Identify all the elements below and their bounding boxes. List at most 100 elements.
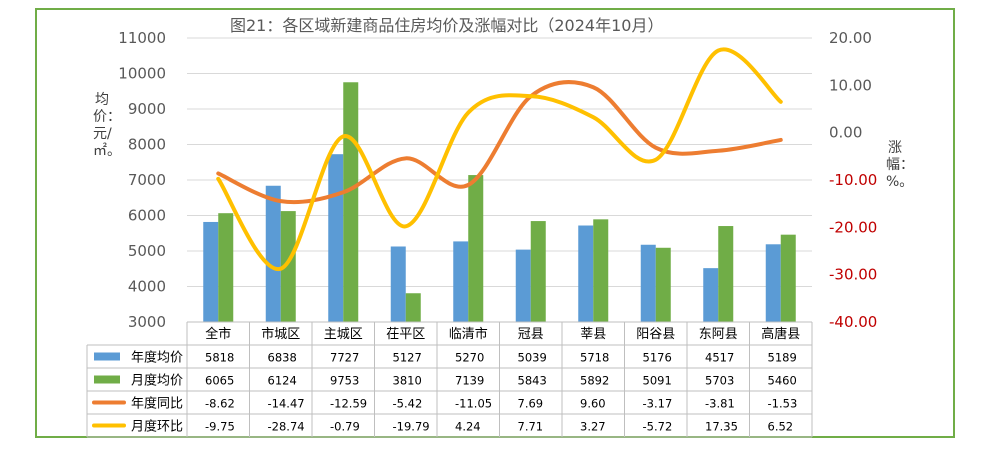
data-label: 5718 — [580, 351, 609, 365]
data-label: -3.81 — [705, 397, 735, 411]
data-label: 7.71 — [518, 420, 544, 434]
bar-monthly — [280, 211, 296, 322]
line-series — [216, 47, 783, 271]
data-label: 5189 — [768, 351, 797, 365]
bar-annual — [265, 185, 281, 322]
y-axis-left-ticks: 3000 4000 5000 6000 7000 8000 9000 10000 11000 — [118, 29, 166, 331]
y-tick-left-label: 5000 — [128, 242, 166, 260]
data-label: 5892 — [580, 374, 609, 388]
y-tick-left-label: 10000 — [118, 65, 166, 83]
x-tick-label: 全市 — [205, 326, 231, 342]
data-label: 6838 — [268, 351, 297, 365]
data-label: 3.27 — [580, 420, 606, 434]
bar-monthly — [468, 175, 484, 322]
data-label: -14.47 — [268, 397, 305, 411]
line-yoy — [216, 80, 783, 205]
data-label: -8.62 — [205, 397, 235, 411]
chart-title: 图21：各区域新建商品住房均价及涨幅对比（2024年10月） — [230, 16, 664, 35]
y-tick-left-label: 8000 — [128, 136, 166, 154]
data-label: -5.72 — [643, 420, 673, 434]
data-label: 7139 — [455, 374, 484, 388]
legend-entry: 月度均价 — [131, 373, 183, 389]
data-label: -12.59 — [330, 397, 367, 411]
data-label: -19.79 — [393, 420, 430, 434]
x-tick-label: 临清市 — [449, 326, 488, 342]
x-tick-label: 高唐县 — [761, 326, 800, 342]
data-label: 6124 — [268, 374, 297, 388]
y-tick-left-label: 11000 — [118, 29, 166, 47]
y-tick-right-label: 20.00 — [829, 29, 872, 47]
y-tick-left-label: 4000 — [128, 278, 166, 296]
legend-entry: 年度均价 — [131, 350, 183, 366]
y-tick-left-label: 7000 — [128, 171, 166, 189]
data-label: 5039 — [518, 351, 547, 365]
y-tick-right-label: -10.00 — [829, 171, 877, 189]
bar-monthly — [530, 221, 546, 322]
bar-annual — [640, 244, 656, 322]
data-label: 17.35 — [705, 420, 738, 434]
bar-annual — [203, 221, 219, 322]
bar-monthly — [218, 213, 234, 322]
y-tick-right-label: -20.00 — [829, 218, 877, 236]
data-label: 5818 — [205, 351, 234, 365]
data-label: 7.69 — [518, 397, 544, 411]
y-tick-right-label: 0.00 — [829, 124, 862, 142]
data-label: 5176 — [643, 351, 672, 365]
x-tick-label: 冠县 — [518, 327, 544, 342]
x-tick-label: 茌平区 — [386, 327, 425, 342]
line-mom — [216, 47, 783, 271]
data-label: 6065 — [205, 374, 234, 388]
bar-monthly — [718, 226, 734, 322]
data-label: 5843 — [518, 374, 547, 388]
y-tick-left-label: 9000 — [128, 100, 166, 118]
x-tick-label: 主城区 — [324, 327, 363, 342]
legend-entry: 年度同比 — [131, 396, 183, 412]
y-tick-left-label: 3000 — [128, 313, 166, 331]
bar-monthly — [780, 234, 796, 322]
data-label: 4.24 — [455, 420, 481, 434]
legend-swatch — [94, 375, 120, 384]
data-label: -28.74 — [268, 420, 305, 434]
data-label: -3.17 — [643, 397, 673, 411]
x-tick-label: 阳谷县 — [636, 327, 675, 342]
y-tick-left-label: 6000 — [128, 207, 166, 225]
bar-monthly — [405, 293, 421, 322]
data-label: 9.60 — [580, 397, 606, 411]
x-tick-label: 市城区 — [261, 326, 300, 342]
bar-annual — [765, 244, 781, 322]
bar-annual — [453, 241, 469, 322]
data-label: 7727 — [330, 351, 359, 365]
data-label: 4517 — [705, 351, 734, 365]
data-label: 5460 — [768, 374, 797, 388]
data-label: -5.42 — [393, 397, 423, 411]
data-label: 5270 — [455, 351, 484, 365]
y-tick-right-label: 10.00 — [829, 76, 872, 94]
bar-annual — [328, 154, 344, 322]
bar-monthly — [655, 247, 671, 322]
data-label: 5703 — [705, 374, 734, 388]
data-label: -0.79 — [330, 420, 360, 434]
bar-monthly — [593, 219, 609, 322]
data-label: 3810 — [393, 374, 422, 388]
data-label: 9753 — [330, 374, 359, 388]
data-label: 5091 — [643, 374, 672, 388]
data-label: -9.75 — [205, 420, 235, 434]
data-label: 6.52 — [768, 420, 794, 434]
bar-monthly — [343, 82, 359, 323]
bar-annual — [703, 268, 719, 322]
bar-series — [203, 82, 796, 323]
bar-annual — [578, 225, 594, 322]
y-tick-right-label: -30.00 — [829, 266, 877, 284]
data-label: -1.53 — [768, 397, 798, 411]
y-axis-right-ticks: -40.00 -30.00 -20.00 -10.00 0.00 10.00 20.00 — [829, 29, 877, 331]
legend-entry: 月度环比 — [131, 419, 183, 435]
legend-swatch — [94, 352, 120, 361]
x-tick-label: 莘县 — [580, 327, 606, 342]
bar-annual — [390, 246, 406, 322]
data-label: 5127 — [393, 351, 422, 365]
data-label: -11.05 — [455, 397, 492, 411]
bar-annual — [515, 249, 531, 322]
x-tick-label: 东阿县 — [699, 327, 738, 342]
